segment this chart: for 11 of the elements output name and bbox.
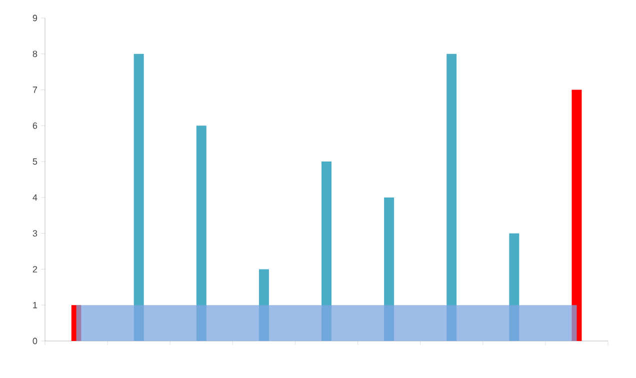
y-tick-label: 5 [32, 158, 38, 165]
y-tick-label: 9 [32, 14, 38, 22]
y-tick-label: 1 [33, 302, 38, 308]
y-tick-label: 7 [32, 86, 38, 93]
y-tick-label: 2 [32, 266, 38, 272]
bar [572, 90, 582, 341]
y-tick-label: 0 [32, 338, 38, 344]
y-tick-label: 8 [32, 50, 38, 58]
y-tick-label: 6 [32, 122, 38, 129]
y-tick-label: 4 [32, 194, 38, 201]
y-tick-label: 3 [32, 230, 38, 237]
